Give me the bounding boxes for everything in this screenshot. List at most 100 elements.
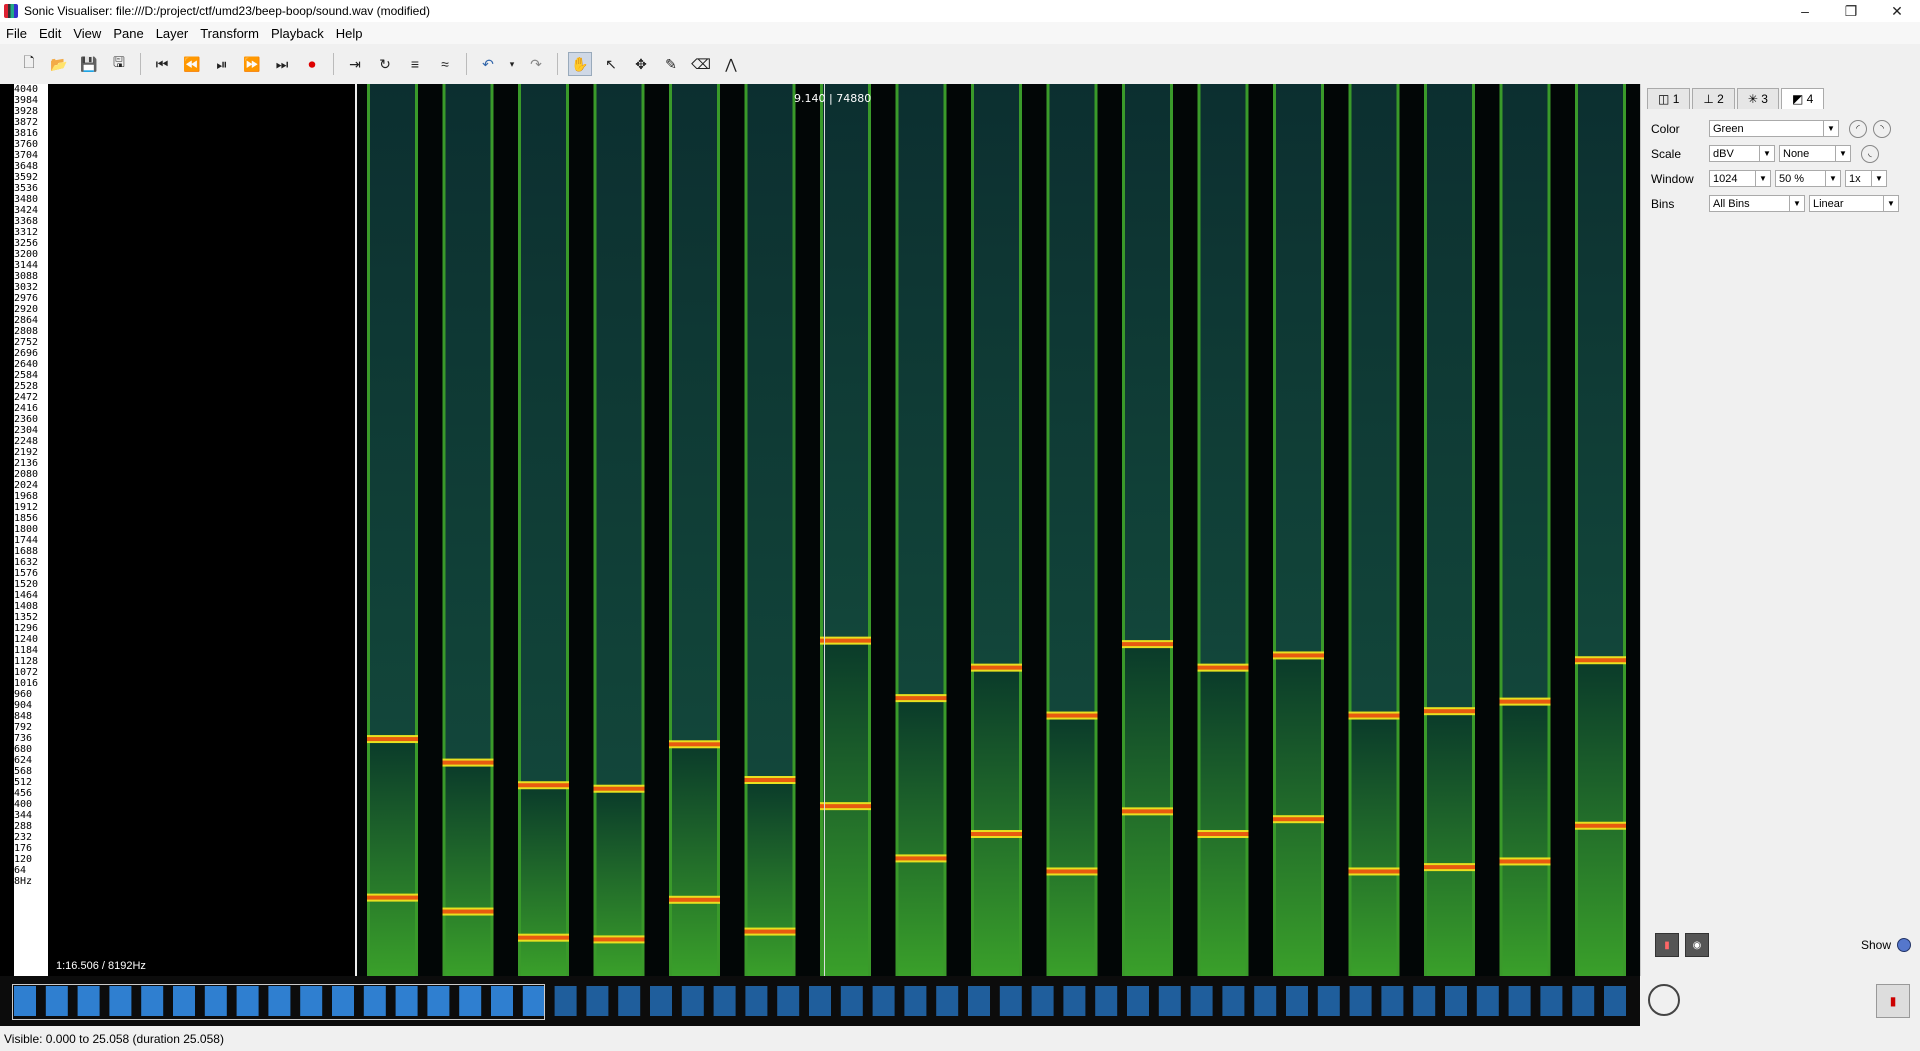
minimize-icon[interactable]: – — [1801, 3, 1809, 19]
scale-tick-label: 904 — [14, 700, 33, 711]
tone-band — [1046, 713, 1098, 718]
pane-info: 1:16.506 / 8192Hz — [56, 960, 146, 972]
overview-visible-region[interactable] — [12, 984, 545, 1020]
erase-icon[interactable]: ⌫ — [691, 55, 711, 72]
beep-noise-region — [518, 84, 569, 786]
redo-icon[interactable]: ↷ — [530, 55, 542, 72]
measure-icon[interactable]: ⋀ — [725, 55, 737, 72]
menu-pane[interactable]: Pane — [113, 25, 144, 41]
undo-menu-icon[interactable]: ▾ — [509, 58, 515, 69]
beep-energy-region — [1197, 667, 1249, 976]
scale-tick-label: 3984 — [14, 95, 39, 106]
scale-tick-label: 792 — [14, 722, 33, 733]
show-toggle[interactable] — [1897, 938, 1911, 952]
scale-tick-label: 2920 — [14, 304, 39, 315]
overview-block — [268, 986, 291, 1016]
overview-block — [777, 986, 800, 1016]
fast-forward-icon[interactable]: ⏩ — [243, 55, 261, 72]
scale-tick-label: 4040 — [14, 84, 39, 95]
spectrogram[interactable] — [355, 84, 1640, 976]
overview-block — [618, 986, 641, 1016]
cursor-line — [824, 84, 825, 976]
menu-view[interactable]: View — [73, 25, 102, 41]
rewind-icon[interactable]: ⏪ — [183, 55, 201, 72]
overview-block — [713, 986, 736, 1016]
scale-tick-label: 3368 — [14, 216, 39, 227]
gain-dial-icon[interactable]: ◜ — [1849, 119, 1867, 138]
overview-block — [459, 986, 482, 1016]
beep-energy-region — [442, 762, 494, 976]
beep-column — [669, 84, 720, 976]
menu-layer[interactable]: Layer — [155, 25, 189, 41]
loop-icon[interactable]: ↻ — [379, 55, 391, 72]
playhead-line[interactable] — [355, 84, 357, 976]
overview-block — [968, 986, 990, 1016]
save-icon[interactable]: 💾 — [80, 55, 98, 72]
layer-color-icon[interactable]: ▮ — [1655, 933, 1679, 957]
undo-icon[interactable]: ↶ — [482, 55, 494, 72]
overview-block — [1349, 986, 1372, 1016]
menu-help[interactable]: Help — [335, 25, 363, 41]
bins-select[interactable]: All Bins ▼ — [1709, 195, 1805, 212]
scale-tick-label: 2360 — [14, 414, 39, 425]
tab-1[interactable]: ◫ 1 — [1647, 88, 1691, 109]
oversample-select[interactable]: 1x ▼ — [1845, 170, 1887, 187]
solo-icon[interactable]: ≡ — [410, 56, 420, 72]
tab-3[interactable]: ✳ 3 — [1736, 88, 1779, 109]
draw-icon[interactable]: ✎ — [665, 55, 677, 72]
select-icon[interactable]: ↖ — [605, 55, 617, 72]
tab-2[interactable]: ⊥ 2 — [1692, 88, 1735, 109]
play-selection-icon[interactable]: ⇥ — [349, 55, 361, 72]
scale-tick-label: 2864 — [14, 315, 39, 326]
fast-forward-end-icon[interactable]: ⏭ — [275, 55, 289, 72]
scale-tick-label: 344 — [14, 810, 33, 821]
scale-tick-label: 3872 — [14, 117, 39, 128]
restore-icon[interactable]: ❐ — [1844, 2, 1858, 19]
scale-select[interactable]: dBV ▼ — [1709, 145, 1775, 162]
save-as-icon[interactable]: 🖫 — [113, 54, 125, 70]
navigate-icon[interactable]: ✋ — [568, 52, 592, 76]
overview-block — [204, 986, 227, 1016]
window-title: Sonic Visualiser: file:///D:/project/ctf… — [24, 4, 430, 18]
overview-block — [809, 986, 831, 1016]
speed-icon[interactable]: ≈ — [441, 56, 449, 72]
menu-file[interactable]: File — [6, 25, 27, 41]
tone-band — [744, 929, 796, 934]
overview-block — [332, 986, 354, 1016]
contrast-dial-icon[interactable]: ◝ — [1873, 119, 1891, 138]
open-icon[interactable]: 📂 — [50, 55, 68, 72]
tone-band — [820, 638, 871, 643]
frequency-scale-select[interactable]: Linear ▼ — [1809, 195, 1899, 212]
rewind-start-icon[interactable]: ⏮ — [155, 55, 169, 72]
beep-edge — [1321, 84, 1324, 976]
overview-block — [745, 986, 768, 1016]
menu-playback[interactable]: Playback — [270, 25, 324, 41]
normalize-select[interactable]: None ▼ — [1779, 145, 1851, 162]
beep-energy-region — [593, 788, 645, 976]
record-icon[interactable]: ⏺ — [308, 55, 316, 72]
window-overlap-select[interactable]: 50 % ▼ — [1775, 170, 1841, 187]
overview-block — [1063, 986, 1086, 1016]
scale-tick-label: 2024 — [14, 480, 39, 491]
tab-4[interactable]: ◩ 4 — [1780, 88, 1825, 109]
window-controls: – ❐ ✕ — [1782, 0, 1920, 22]
new-file-icon[interactable]: 🗋 — [23, 54, 35, 70]
window-size-select[interactable]: 1024 ▼ — [1709, 170, 1771, 187]
close-icon[interactable]: ✕ — [1891, 2, 1903, 19]
scale-tick-label: 1464 — [14, 590, 39, 601]
play-pause-icon[interactable]: ⏯ — [216, 55, 228, 72]
play-layer-icon[interactable]: ◉ — [1685, 933, 1709, 957]
menu-transform[interactable]: Transform — [200, 25, 259, 41]
overview-block — [1190, 986, 1213, 1016]
scale-tick-label: 3312 — [14, 227, 39, 238]
status-bar: Visible: 0.000 to 25.058 (duration 25.05… — [0, 1026, 1920, 1051]
overview-block — [1445, 986, 1467, 1016]
scale-tick-label: 3760 — [14, 139, 39, 150]
move-icon[interactable]: ✥ — [635, 55, 647, 72]
playback-speed-dial-icon[interactable] — [1648, 984, 1680, 1016]
tone-band — [820, 804, 871, 809]
threshold-dial-icon[interactable]: ◟ — [1861, 144, 1879, 163]
layer-icon-button[interactable]: ▮ — [1876, 984, 1910, 1018]
menu-edit[interactable]: Edit — [38, 25, 62, 41]
color-select[interactable]: Green ▼ — [1709, 120, 1839, 137]
